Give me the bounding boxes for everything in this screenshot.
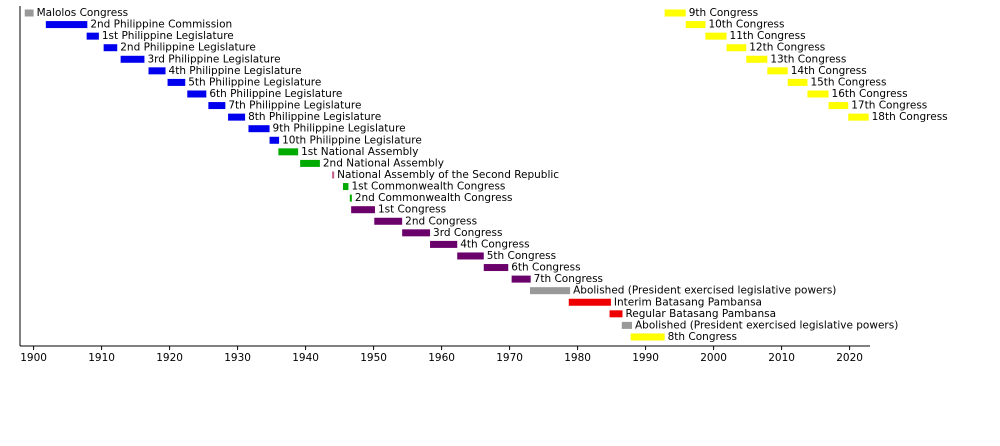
x-tick-label: 1960 [428, 352, 455, 364]
bar-label: 2nd Philippine Legislature [120, 42, 256, 54]
timeline-bar [24, 9, 34, 17]
bar-label: 17th Congress [851, 100, 927, 112]
timeline-bar [664, 9, 686, 17]
x-tick-label: 1910 [88, 352, 115, 364]
bar-label: 6th Philippine Legislature [209, 88, 342, 100]
x-tick-label: 1970 [496, 352, 523, 364]
timeline-bar [828, 102, 849, 110]
bar-label: 14th Congress [791, 65, 867, 77]
bar-label: 2nd Commonwealth Congress [355, 192, 513, 204]
x-tick-label: 2010 [768, 352, 795, 364]
timeline-bar [705, 32, 727, 40]
timeline-bar [848, 113, 869, 121]
bar-label: 6th Congress [511, 262, 580, 274]
x-tick-label: 2020 [836, 352, 863, 364]
bar-label: 7th Congress [534, 273, 603, 285]
bar-label: 12th Congress [749, 42, 825, 54]
timeline-bar [511, 275, 531, 283]
bar-label: 11th Congress [730, 30, 806, 42]
x-tick-label: 1900 [20, 352, 47, 364]
timeline-bar [103, 44, 118, 52]
timeline-bar [228, 113, 246, 121]
timeline-bar [208, 102, 226, 110]
bar-label: 18th Congress [872, 111, 948, 123]
timeline-bar [483, 264, 509, 272]
bar-label: Interim Batasang Pambansa [614, 296, 762, 308]
timeline-bar [402, 229, 431, 237]
bar-label: Malolos Congress [37, 7, 129, 19]
timeline-bar [248, 125, 270, 133]
bar-label: 3rd Philippine Legislature [147, 53, 280, 65]
bar-label: Abolished (President exercised legislati… [573, 285, 836, 297]
timeline-bar [374, 217, 403, 225]
timeline-bar [86, 32, 99, 40]
timeline-bar [343, 183, 349, 191]
timeline-bar [726, 44, 747, 52]
timeline-bar [45, 21, 88, 29]
timeline-bar [767, 67, 788, 75]
timeline-bar [148, 67, 166, 75]
x-tick-label: 1920 [156, 352, 183, 364]
timeline-bar [807, 90, 829, 98]
x-tick-label: 2000 [700, 352, 727, 364]
bar-label: 3rd Congress [433, 227, 502, 239]
timeline-bar [630, 333, 665, 341]
bar-label: Abolished (President exercised legislati… [635, 319, 898, 331]
bar-label: 5th Congress [487, 250, 556, 262]
bar-label: 5th Philippine Legislature [188, 76, 321, 88]
bar-label: 9th Congress [689, 7, 758, 19]
bar-label: 10th Philippine Legislature [282, 134, 422, 146]
bar-label: 1st Congress [378, 204, 446, 216]
x-tick-label: 1940 [292, 352, 319, 364]
timeline-bar [349, 194, 352, 202]
bar-label: 8th Philippine Legislature [248, 111, 381, 123]
timeline-bar [621, 321, 632, 329]
timeline-bar [120, 55, 145, 63]
bar-label: 4th Congress [460, 238, 529, 250]
bar-label: 13th Congress [770, 53, 846, 65]
timeline-bar [609, 310, 623, 318]
timeline-bar [685, 21, 706, 29]
timeline-bar [787, 78, 808, 86]
x-tick-label: 1950 [360, 352, 387, 364]
bar-label: 10th Congress [708, 19, 784, 31]
x-tick-label: 1980 [564, 352, 591, 364]
bar-label: 15th Congress [810, 76, 886, 88]
timeline-bar [332, 171, 335, 179]
timeline-bar [351, 206, 375, 214]
timeline-bar [187, 90, 207, 98]
bar-label: 2nd Congress [405, 215, 477, 227]
timeline-bar [430, 240, 458, 248]
timeline-bar [530, 287, 571, 295]
timeline-bar [568, 298, 611, 306]
bar-label: 8th Congress [668, 331, 737, 343]
bar-label: 2nd National Assembly [323, 157, 444, 169]
bar-label: 9th Philippine Legislature [273, 123, 406, 135]
x-tick-label: 1990 [632, 352, 659, 364]
bar-label: 4th Philippine Legislature [169, 65, 302, 77]
x-tick-label: 1930 [224, 352, 251, 364]
timeline-bar [167, 78, 186, 86]
timeline-bar [269, 136, 280, 144]
bar-label: 1st Philippine Legislature [102, 30, 234, 42]
bar-label: 1st National Assembly [301, 146, 418, 158]
bar-label: 2nd Philippine Commission [90, 19, 232, 31]
timeline-bar [457, 252, 484, 260]
timeline-bar [300, 159, 320, 167]
timeline-bar [746, 55, 768, 63]
timeline-bar [278, 148, 299, 156]
bar-label: 1st Commonwealth Congress [351, 181, 505, 193]
bar-label: 16th Congress [832, 88, 908, 100]
bar-label: Regular Batasang Pambansa [625, 308, 776, 320]
bar-label: National Assembly of the Second Republic [337, 169, 559, 181]
bar-label: 7th Philippine Legislature [228, 100, 361, 112]
